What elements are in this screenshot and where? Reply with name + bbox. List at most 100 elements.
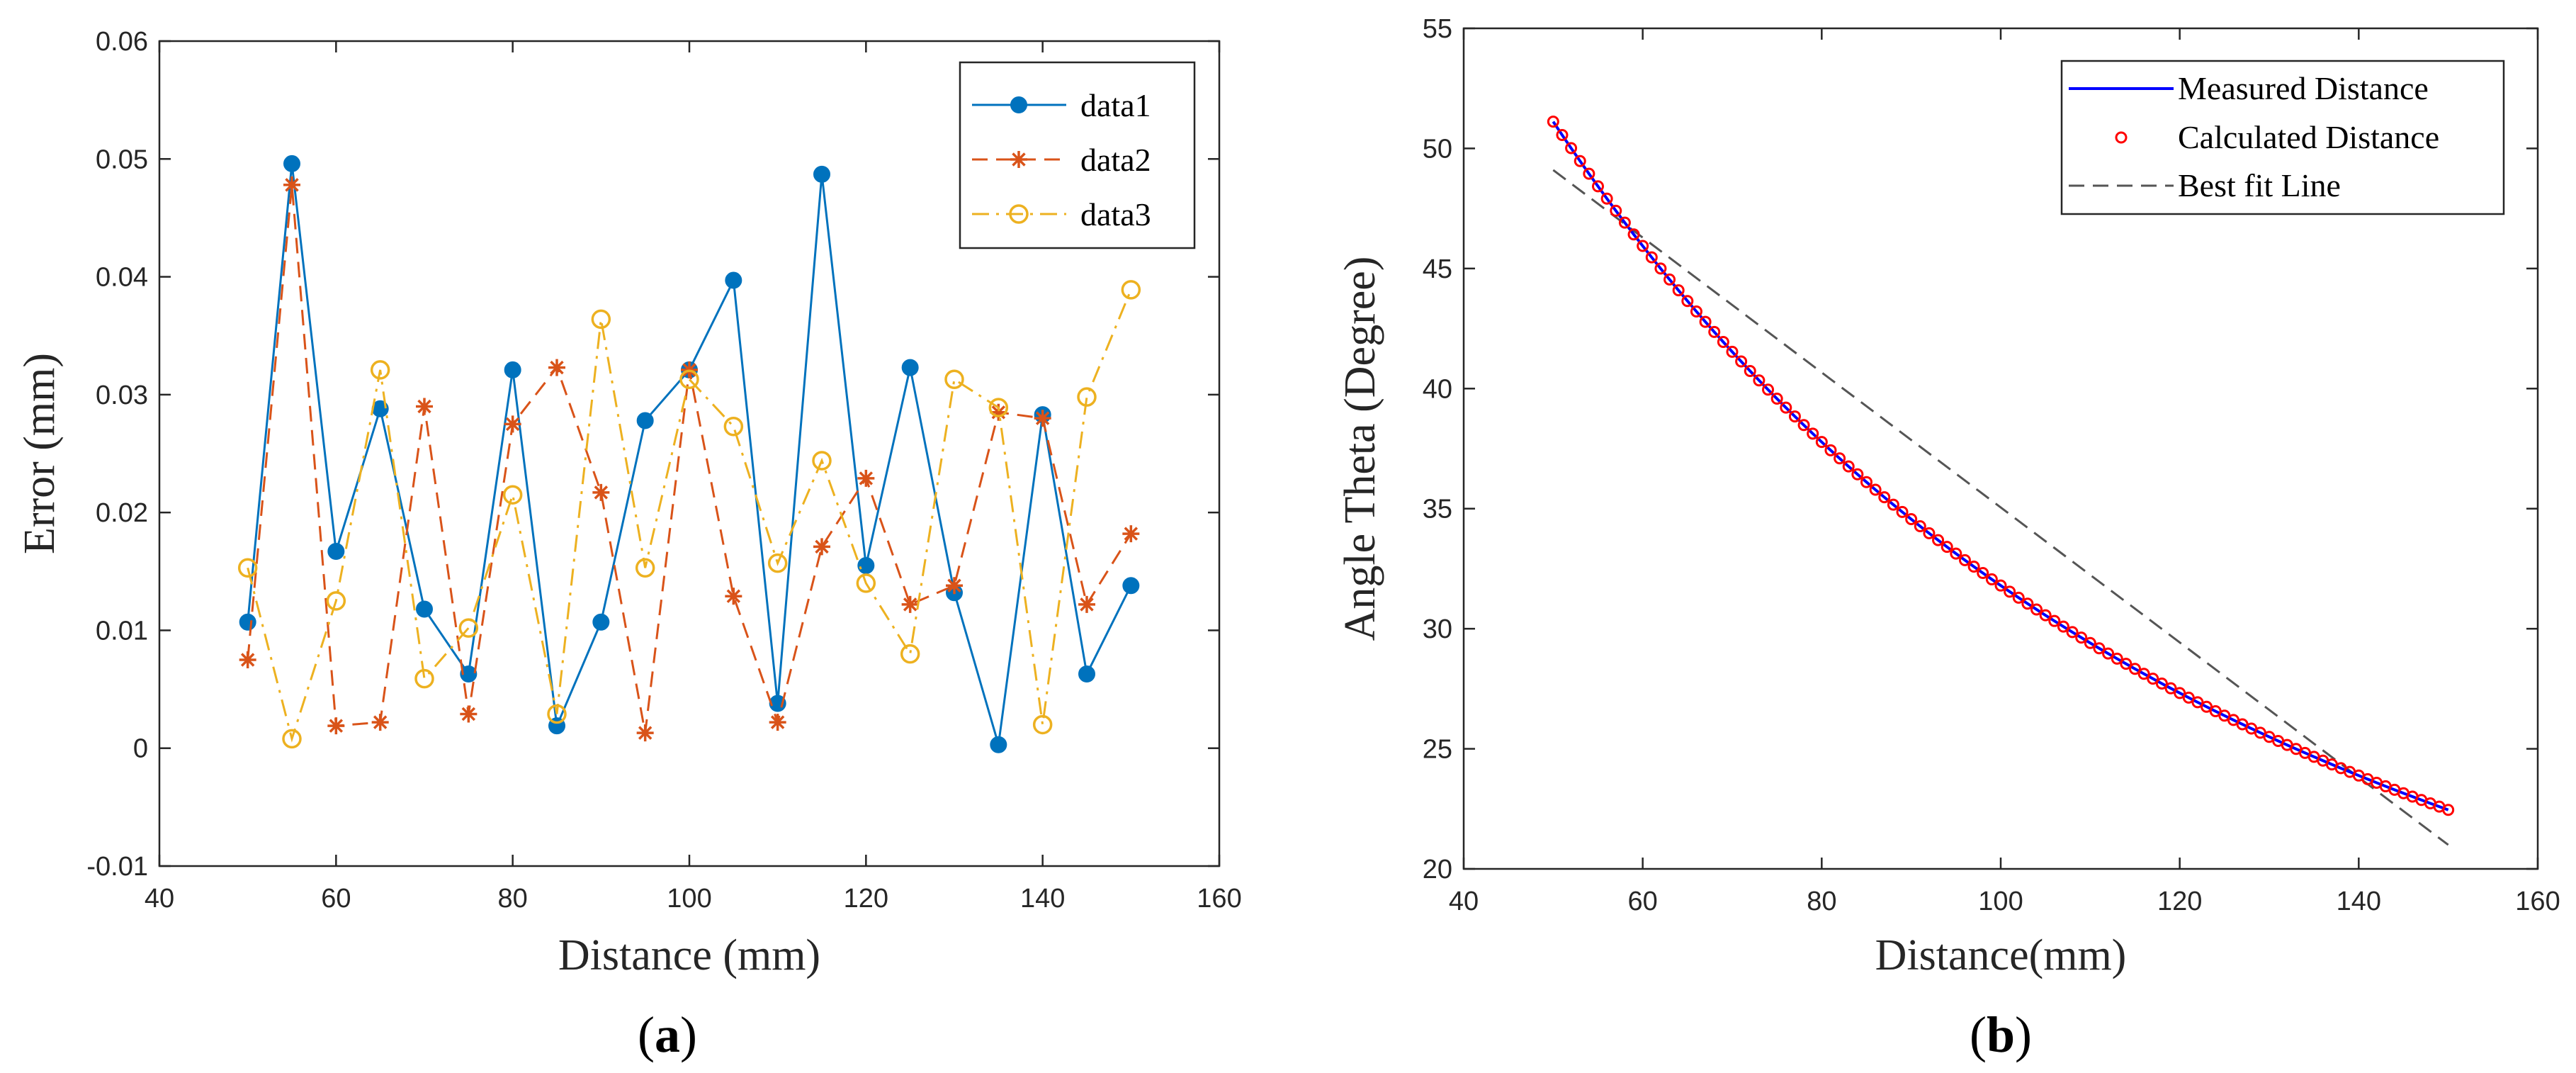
data-point-calculated-distance <box>1842 460 1855 473</box>
data-point-data2 <box>460 705 478 723</box>
data-point-calculated-distance <box>1583 167 1595 180</box>
panel-a-chart: 40 60 80 100 120 140 160 -0.01 0 0.01 0.02 0.03 0.04… <box>16 27 1242 1063</box>
y-tick-label: 30 <box>1423 614 1452 644</box>
legend-marker-calculated-distance <box>2115 131 2128 144</box>
data-point-calculated-distance <box>1860 476 1872 488</box>
y-tick-label: 0.01 <box>96 616 148 646</box>
data-point-calculated-distance <box>2012 591 2025 604</box>
data-point-data1 <box>813 165 830 183</box>
y-tick-label: -0.01 <box>86 852 148 882</box>
legend-marker-data2 <box>1010 151 1027 168</box>
y-tick-label: 0.06 <box>96 27 148 57</box>
y-tick-label: 20 <box>1423 855 1452 884</box>
legend-label-data1: data1 <box>1080 87 1151 123</box>
x-tick-label: 80 <box>1807 887 1836 916</box>
data-point-calculated-distance <box>1699 315 1712 328</box>
data-point-calculated-distance <box>1941 541 1953 554</box>
series-line-best-fit <box>1552 169 2449 846</box>
data-point-data3 <box>767 553 788 573</box>
data-point-data2 <box>283 176 300 193</box>
data-point-calculated-distance <box>2048 614 2061 627</box>
panel-b-legend: Measured Distance Calculated Distance Best… <box>2060 60 2505 215</box>
data-point-calculated-distance <box>1654 262 1667 275</box>
data-point-data3 <box>900 644 920 664</box>
data-point-calculated-distance <box>2066 626 2079 639</box>
data-point-calculated-distance <box>1610 204 1622 217</box>
data-point-data2 <box>901 595 919 613</box>
data-point-data1 <box>592 613 610 631</box>
data-point-calculated-distance <box>2004 585 2016 598</box>
data-point-calculated-distance <box>1708 325 1721 338</box>
data-point-data1 <box>1122 577 1140 595</box>
data-point-calculated-distance <box>1905 513 1918 526</box>
data-point-calculated-distance <box>1780 401 1792 414</box>
data-point-data3 <box>679 369 699 389</box>
data-point-calculated-distance <box>1896 505 1909 518</box>
data-point-data3 <box>944 369 964 389</box>
data-point-calculated-distance <box>1834 452 1846 465</box>
data-point-calculated-distance <box>1574 155 1586 167</box>
x-tick-label: 160 <box>2515 887 2560 916</box>
data-point-data2 <box>592 483 610 501</box>
x-tick-label: 140 <box>2337 887 2381 916</box>
data-point-calculated-distance <box>1663 273 1676 286</box>
y-tick-label: 25 <box>1423 735 1452 765</box>
data-point-calculated-distance <box>1744 364 1756 377</box>
series-line-data3 <box>247 289 1132 743</box>
data-point-calculated-distance <box>1645 251 1658 264</box>
data-point-calculated-distance <box>1762 383 1775 396</box>
data-point-data1 <box>239 613 256 631</box>
data-point-data2 <box>327 717 345 735</box>
legend-marker-data1 <box>1010 96 1027 113</box>
data-point-calculated-distance <box>1815 436 1828 449</box>
panel-b-label-letter: b <box>1987 1006 2015 1063</box>
data-point-calculated-distance <box>2021 597 2034 610</box>
data-point-data3 <box>502 485 523 505</box>
data-point-calculated-distance <box>1869 483 1882 496</box>
x-tick-label: 40 <box>1449 887 1479 916</box>
data-point-data2 <box>371 714 389 731</box>
x-tick-label: 120 <box>844 884 888 914</box>
data-point-data2 <box>239 651 256 668</box>
x-tick-label: 120 <box>2157 887 2202 916</box>
panel-b-y-axis-title: Angle Theta (Degree) <box>1336 257 1384 641</box>
data-point-data2 <box>416 398 433 415</box>
data-point-data1 <box>327 543 345 561</box>
data-point-data2 <box>1034 410 1051 427</box>
panel-b-x-axis-title: Distance(mm) <box>1875 931 2127 979</box>
data-point-calculated-distance <box>1637 240 1649 252</box>
panel-a-label-letter: a <box>655 1006 680 1063</box>
legend-label-2: Best fit Line <box>2178 167 2341 203</box>
data-point-calculated-distance <box>1923 527 1936 539</box>
data-point-data2 <box>857 469 875 487</box>
data-point-calculated-distance <box>1958 554 1971 566</box>
data-point-calculated-distance <box>1726 345 1739 358</box>
data-point-calculated-distance <box>1690 305 1702 318</box>
data-point-calculated-distance <box>2120 658 2132 670</box>
data-point-calculated-distance <box>2147 673 2159 685</box>
data-point-calculated-distance <box>1887 498 1899 511</box>
legend-box <box>959 61 1196 249</box>
data-point-calculated-distance <box>2075 631 2088 644</box>
data-point-calculated-distance <box>1717 336 1729 349</box>
data-point-calculated-distance <box>2174 687 2186 700</box>
data-point-data1 <box>460 665 478 682</box>
panel-a-legend: data1 data2 data3 <box>959 61 1196 249</box>
x-tick-label: 140 <box>1020 884 1065 914</box>
x-tick-label: 100 <box>667 884 711 914</box>
data-point-calculated-distance <box>1914 520 1926 533</box>
x-tick-label: 80 <box>498 884 528 914</box>
data-point-calculated-distance <box>1627 228 1640 241</box>
legend-box <box>2060 60 2505 215</box>
data-point-calculated-distance <box>2442 804 2455 816</box>
panel-a-label: (a) <box>638 1006 697 1063</box>
data-point-data1 <box>901 359 919 376</box>
legend-label-1: Calculated Distance <box>2178 119 2439 155</box>
legend-label-data3: data3 <box>1080 196 1151 232</box>
data-point-calculated-distance <box>2111 652 2123 665</box>
data-point-data3 <box>370 360 390 380</box>
data-point-calculated-distance <box>1985 573 1998 585</box>
data-point-calculated-distance <box>1967 561 1980 573</box>
data-point-calculated-distance <box>1788 410 1801 423</box>
